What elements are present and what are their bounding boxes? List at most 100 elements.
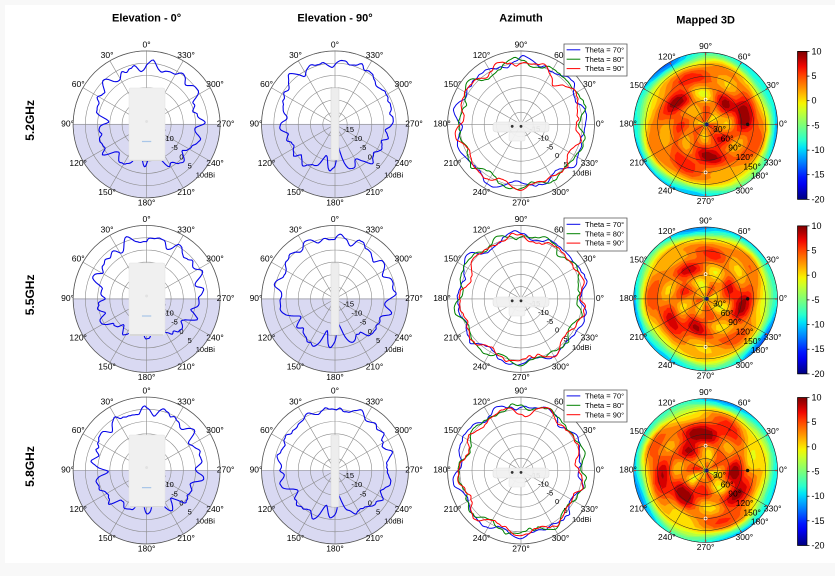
svg-text:300°: 300° (395, 79, 413, 89)
svg-text:180°: 180° (326, 198, 344, 208)
svg-text:10: 10 (812, 46, 822, 56)
svg-text:-5: -5 (547, 317, 554, 326)
svg-text:30°: 30° (289, 225, 302, 235)
svg-text:-5: -5 (547, 142, 554, 151)
svg-text:240°: 240° (395, 158, 413, 168)
svg-text:270°: 270° (405, 293, 423, 303)
svg-text:90°: 90° (728, 489, 741, 499)
svg-text:120°: 120° (473, 225, 491, 235)
svg-text:5: 5 (812, 417, 817, 427)
svg-text:150°: 150° (743, 507, 761, 517)
svg-text:120°: 120° (658, 226, 676, 236)
svg-text:30°: 30° (713, 298, 726, 308)
svg-text:5: 5 (188, 507, 192, 516)
svg-text:30°: 30° (766, 80, 779, 90)
svg-text:270°: 270° (217, 293, 235, 303)
svg-text:90°: 90° (515, 386, 528, 396)
svg-text:60°: 60° (554, 50, 567, 60)
svg-text:240°: 240° (206, 333, 224, 343)
svg-text:120°: 120° (473, 396, 491, 406)
svg-text:0°: 0° (596, 119, 604, 129)
svg-text:90°: 90° (61, 293, 74, 303)
svg-text:300°: 300° (395, 254, 413, 264)
svg-text:-5: -5 (812, 120, 820, 130)
svg-text:210°: 210° (444, 158, 462, 168)
svg-text:150°: 150° (444, 425, 462, 435)
svg-text:0°: 0° (779, 293, 787, 303)
svg-text:5: 5 (812, 246, 817, 256)
svg-text:330°: 330° (177, 225, 195, 235)
svg-text:0°: 0° (596, 465, 604, 475)
svg-text:270°: 270° (512, 544, 530, 554)
svg-text:30°: 30° (583, 79, 596, 89)
svg-text:-5: -5 (171, 143, 178, 152)
svg-text:60°: 60° (738, 226, 751, 236)
svg-text:Theta = 90°: Theta = 90° (585, 239, 624, 248)
svg-text:0°: 0° (596, 293, 604, 303)
svg-text:10dBi: 10dBi (196, 517, 216, 526)
svg-text:240°: 240° (658, 186, 676, 196)
svg-text:Theta = 80°: Theta = 80° (585, 55, 624, 64)
svg-text:5: 5 (812, 71, 817, 81)
svg-text:180°: 180° (619, 119, 637, 129)
svg-text:-10: -10 (351, 480, 362, 489)
svg-text:90°: 90° (250, 293, 263, 303)
svg-text:90°: 90° (699, 387, 712, 397)
svg-text:60°: 60° (72, 79, 85, 89)
svg-text:-15: -15 (343, 125, 354, 134)
svg-text:30°: 30° (583, 254, 596, 264)
svg-text:180°: 180° (326, 372, 344, 382)
svg-text:150°: 150° (98, 362, 116, 372)
svg-text:-10: -10 (812, 145, 825, 155)
svg-text:-5: -5 (547, 488, 554, 497)
svg-text:Mapped 3D: Mapped 3D (676, 15, 735, 27)
svg-text:-10: -10 (351, 134, 362, 143)
svg-text:10: 10 (812, 393, 822, 403)
svg-text:10dBi: 10dBi (572, 169, 592, 178)
svg-text:-5: -5 (812, 467, 820, 477)
svg-text:60°: 60° (738, 51, 751, 61)
svg-text:120°: 120° (736, 498, 754, 508)
svg-text:-10: -10 (163, 480, 174, 489)
svg-text:10dBi: 10dBi (196, 170, 216, 179)
svg-text:10dBi: 10dBi (572, 515, 592, 524)
svg-text:30°: 30° (766, 426, 779, 436)
svg-text:5: 5 (564, 334, 568, 343)
svg-text:-10: -10 (538, 133, 549, 142)
svg-text:0°: 0° (143, 214, 151, 224)
svg-text:60°: 60° (260, 254, 273, 264)
svg-text:10dBi: 10dBi (196, 345, 216, 354)
svg-text:120°: 120° (658, 51, 676, 61)
svg-text:330°: 330° (581, 504, 599, 514)
svg-text:-15: -15 (343, 471, 354, 480)
svg-text:180°: 180° (751, 517, 769, 527)
svg-text:330°: 330° (177, 396, 195, 406)
svg-text:-10: -10 (351, 309, 362, 318)
svg-text:0°: 0° (779, 465, 787, 475)
svg-text:180°: 180° (433, 119, 451, 129)
svg-text:120°: 120° (258, 333, 276, 343)
svg-text:150°: 150° (630, 80, 648, 90)
svg-text:90°: 90° (515, 40, 528, 50)
svg-text:330°: 330° (764, 332, 782, 342)
svg-text:0°: 0° (331, 40, 339, 50)
svg-text:300°: 300° (736, 532, 754, 542)
svg-text:300°: 300° (552, 533, 570, 543)
svg-text:210°: 210° (630, 332, 648, 342)
svg-text:180°: 180° (619, 293, 637, 303)
svg-text:240°: 240° (395, 504, 413, 514)
svg-text:60°: 60° (721, 308, 734, 318)
svg-text:150°: 150° (743, 336, 761, 346)
svg-text:Theta = 80°: Theta = 80° (585, 229, 624, 238)
svg-text:0: 0 (179, 498, 183, 507)
svg-text:-5: -5 (812, 295, 820, 305)
svg-text:5.2GHz: 5.2GHz (23, 100, 37, 141)
svg-text:150°: 150° (98, 533, 116, 543)
svg-text:240°: 240° (395, 333, 413, 343)
svg-text:0°: 0° (331, 214, 339, 224)
svg-text:180°: 180° (751, 345, 769, 355)
svg-text:-10: -10 (163, 134, 174, 143)
svg-text:60°: 60° (72, 425, 85, 435)
svg-text:270°: 270° (697, 371, 715, 381)
svg-text:90°: 90° (61, 465, 74, 475)
